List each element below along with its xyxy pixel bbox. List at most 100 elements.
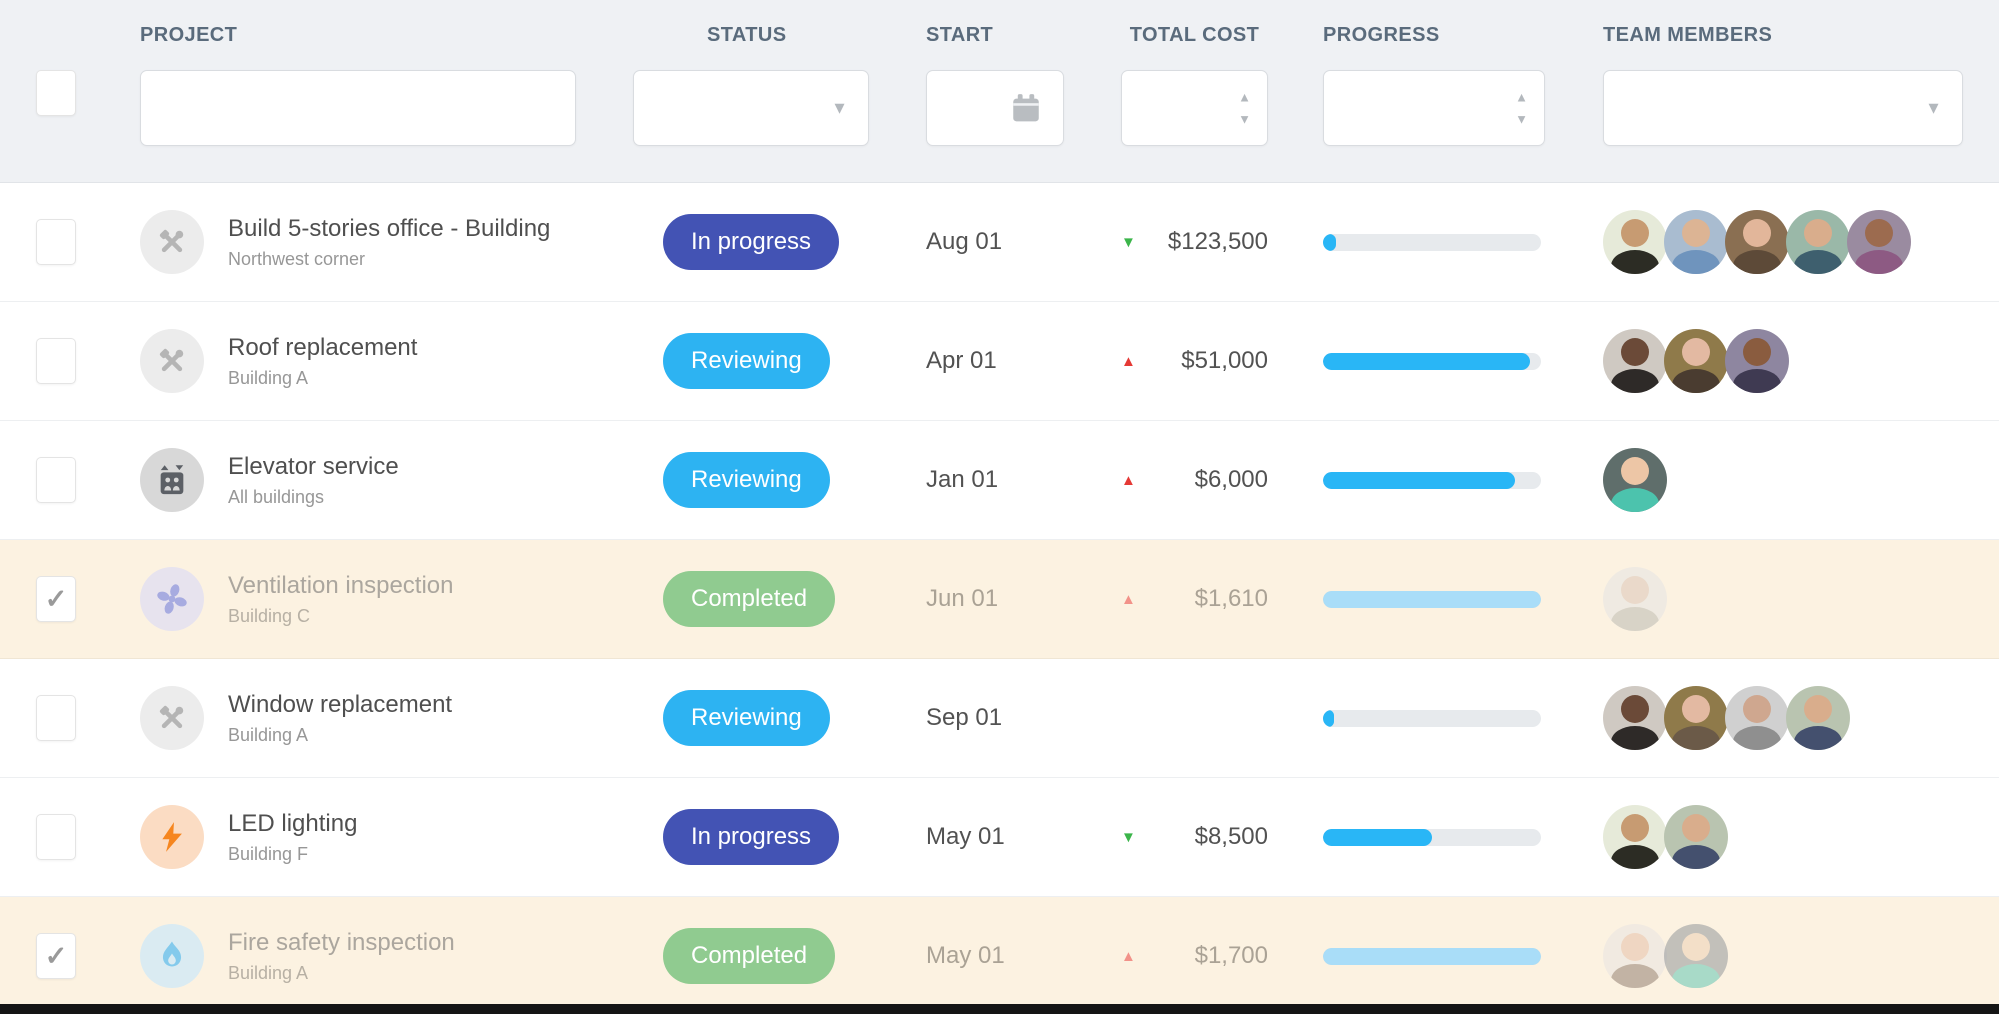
project-cell: Window replacement Building A [140,686,633,750]
table-row[interactable]: Build 5-stories office - Building Northw… [0,183,1999,302]
spinner-down-icon[interactable]: ▼ [1515,111,1528,127]
avatar-body [1611,369,1659,393]
avatar-head [1682,933,1710,961]
team-members-column-header: TEAM MEMBERS ▼ [1603,24,1999,146]
row-checkbox[interactable] [36,457,76,503]
number-spinner[interactable]: ▲ ▼ [1238,91,1251,126]
avatar [1603,210,1667,274]
progress-bar [1323,352,1541,370]
cost-value: $123,500 [1167,228,1268,255]
start-date-filter[interactable] [926,70,1064,146]
spinner-up-icon[interactable]: ▲ [1515,89,1528,105]
table-row[interactable]: Elevator service All buildings Reviewing… [0,421,1999,540]
progress-bar [1323,947,1541,965]
spinner-up-icon[interactable]: ▲ [1238,89,1251,105]
avatar [1725,686,1789,750]
avatar-head [1621,338,1649,366]
status-badge: In progress [663,214,840,270]
progress-cell [1323,828,1603,846]
project-type-icon [140,210,204,274]
row-checkbox[interactable] [36,338,76,384]
progress-bar-fill [1323,590,1541,608]
row-checkbox[interactable] [36,695,76,741]
table-row[interactable]: ✓ Ventilation inspection Building C Comp… [0,540,1999,659]
total-cost-filter-input[interactable]: ▲ ▼ [1121,70,1268,146]
project-cell: Fire safety inspection Building A [140,924,633,988]
avatar [1603,924,1667,988]
row-checkbox[interactable]: ✓ [36,576,76,622]
cost-trend-icon: ▼ [1121,828,1136,846]
total-cost-cell: ▲ $1,700 [1121,942,1323,970]
avatar-head [1621,219,1649,247]
cost-value: $51,000 [1181,347,1268,374]
avatar-body [1611,250,1659,274]
total-cost-column-header: TOTAL COST ▲ ▼ [1121,24,1323,146]
cost-value: $1,610 [1194,585,1268,612]
avatar-body [1611,726,1659,750]
project-column-label: PROJECT [140,24,238,46]
project-subtitle: Building A [228,963,309,983]
team-members-cell [1603,805,1999,869]
avatar-body [1794,726,1842,750]
status-filter-select[interactable]: ▼ [633,70,869,146]
avatar-body [1733,250,1781,274]
total-cost-cell: ▲ $6,000 [1121,466,1323,494]
project-cell: LED lighting Building F [140,805,633,869]
spinner-down-icon[interactable]: ▼ [1238,111,1251,127]
progress-bar-fill [1323,233,1337,251]
avatar-head [1621,695,1649,723]
number-spinner[interactable]: ▲ ▼ [1515,91,1528,126]
select-all-checkbox[interactable] [36,70,76,116]
table-row[interactable]: LED lighting Building F In progress May … [0,778,1999,897]
status-badge: Reviewing [663,452,830,508]
row-checkbox[interactable] [36,814,76,860]
row-checkbox-cell: ✓ [0,576,140,622]
row-checkbox[interactable] [36,219,76,265]
status-cell: Reviewing [633,333,926,389]
progress-bar [1323,233,1541,251]
avatar-body [1855,250,1903,274]
avatar-head [1621,457,1649,485]
project-filter-input[interactable] [140,70,576,146]
row-checkbox-cell [0,814,140,860]
avatar [1786,686,1850,750]
start-cell: Apr 01 [926,347,1121,375]
project-subtitle: Building F [228,844,309,864]
status-column-header: STATUS ▼ [633,24,926,146]
progress-cell [1323,352,1603,370]
row-checkbox[interactable]: ✓ [36,933,76,979]
avatar-body [1611,845,1659,869]
cost-trend-icon: ▼ [1121,233,1136,251]
progress-column-header: PROGRESS ▲ ▼ [1323,24,1603,146]
avatar-body [1611,964,1659,988]
project-cell: Roof replacement Building A [140,329,633,393]
progress-bar-fill [1323,828,1432,846]
progress-filter-input[interactable]: ▲ ▼ [1323,70,1545,146]
avatar-body [1672,369,1720,393]
team-members-cell [1603,686,1999,750]
start-date: Sep 01 [926,704,1003,731]
progress-bar-fill [1323,471,1515,489]
chevron-down-icon: ▼ [831,98,848,118]
progress-cell [1323,709,1603,727]
avatar [1603,686,1667,750]
project-title: Build 5-stories office - Building [228,215,551,242]
table-row[interactable]: Window replacement Building A Reviewing … [0,659,1999,778]
progress-bar [1323,709,1541,727]
avatar [1603,329,1667,393]
avatar-body [1794,250,1842,274]
avatar-body [1672,250,1720,274]
avatar [1725,210,1789,274]
progress-cell [1323,233,1603,251]
start-date: May 01 [926,823,1005,850]
team-members-filter-select[interactable]: ▼ [1603,70,1963,146]
table-row[interactable]: Roof replacement Building A Reviewing Ap… [0,302,1999,421]
avatar [1664,924,1728,988]
table-row[interactable]: ✓ Fire safety inspection Building A Comp… [0,897,1999,1014]
cost-trend-icon: ▲ [1121,590,1136,608]
status-badge: Reviewing [663,690,830,746]
status-badge: Completed [663,928,836,984]
progress-cell [1323,590,1603,608]
project-column-header: PROJECT [140,24,633,146]
